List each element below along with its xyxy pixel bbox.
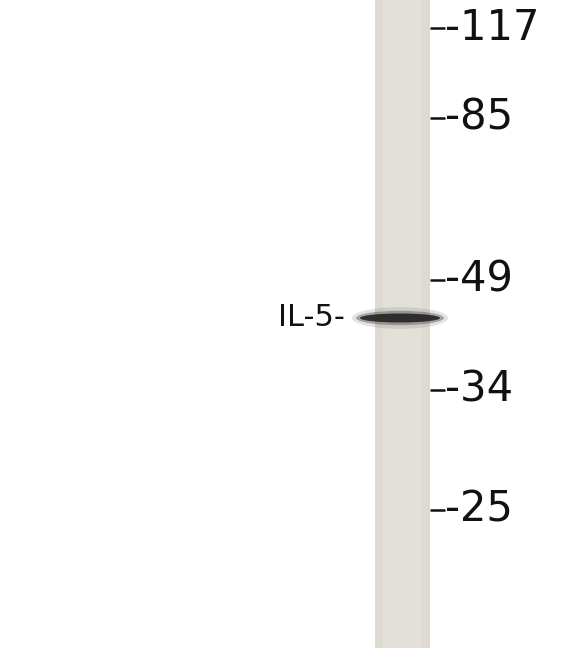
Ellipse shape (356, 311, 444, 325)
Bar (383, 0, 422, 648)
Text: -117: -117 (445, 7, 539, 49)
Bar (375, 0, 430, 648)
Ellipse shape (352, 307, 448, 329)
Text: -34: -34 (445, 369, 513, 411)
Text: -49: -49 (445, 259, 513, 301)
Text: IL-5-: IL-5- (278, 303, 345, 332)
Ellipse shape (360, 314, 440, 323)
Text: -25: -25 (445, 489, 513, 531)
Text: -85: -85 (445, 97, 513, 139)
